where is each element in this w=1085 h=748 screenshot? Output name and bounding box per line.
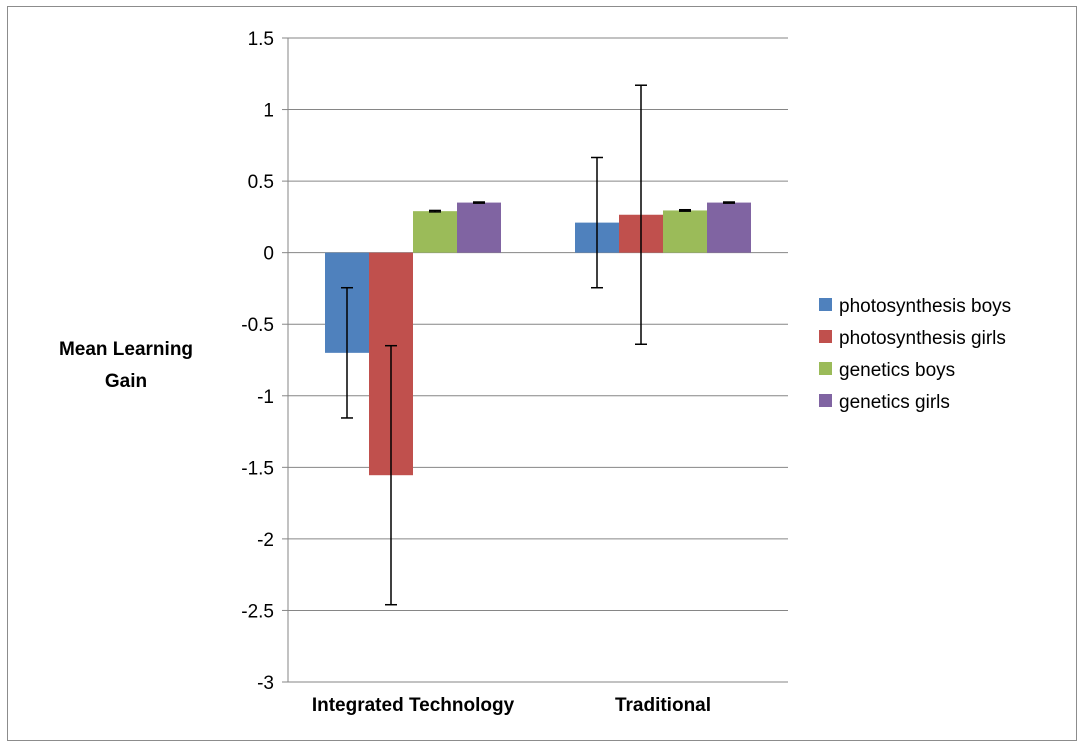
legend-label: photosynthesis boys	[839, 296, 1011, 317]
bars	[325, 202, 751, 476]
gridlines	[288, 37, 788, 683]
bar	[663, 210, 707, 253]
chart-area: 1.5 1 0.5 0 -0.5 -1 -1.5 -2 -2.5 -3 Integrated Te…	[7, 6, 1077, 741]
legend-label: genetics boys	[839, 360, 955, 381]
y-tick-label: 0.5	[248, 172, 274, 193]
y-axis-title: Mean Learning Gain	[59, 339, 193, 392]
y-tick-label: -1.5	[241, 458, 274, 479]
legend: photosynthesis boys photosynthesis girls g…	[819, 296, 1011, 413]
y-tick-label: -0.5	[241, 315, 274, 336]
y-tick-label: -2.5	[241, 601, 274, 622]
legend-label: genetics girls	[839, 392, 950, 413]
legend-swatch	[819, 298, 832, 311]
y-tick-label: 1	[263, 101, 274, 122]
y-axis-title-line-1: Mean Learning	[59, 339, 193, 360]
legend-swatch	[819, 330, 832, 343]
y-tick-label: -3	[257, 673, 274, 694]
category-labels: Integrated Technology Traditional	[312, 695, 711, 716]
category-label: Traditional	[615, 695, 711, 716]
y-axis-title-line-2: Gain	[105, 371, 147, 392]
category-label: Integrated Technology	[312, 695, 515, 716]
y-tick-label: -1	[257, 387, 274, 408]
legend-swatch	[819, 394, 832, 407]
y-tick-label: 1.5	[248, 29, 274, 50]
legend-swatch	[819, 362, 832, 375]
bar	[457, 202, 501, 253]
y-tick-labels: 1.5 1 0.5 0 -0.5 -1 -1.5 -2 -2.5 -3	[241, 29, 274, 694]
error-bars	[341, 84, 735, 606]
bar	[413, 211, 457, 253]
y-tick-label: -2	[257, 530, 274, 551]
legend-label: photosynthesis girls	[839, 328, 1006, 349]
axes	[282, 37, 289, 683]
bar-chart: 1.5 1 0.5 0 -0.5 -1 -1.5 -2 -2.5 -3 Integrated Te…	[59, 29, 1011, 716]
bar	[707, 202, 751, 253]
y-tick-label: 0	[263, 244, 274, 265]
